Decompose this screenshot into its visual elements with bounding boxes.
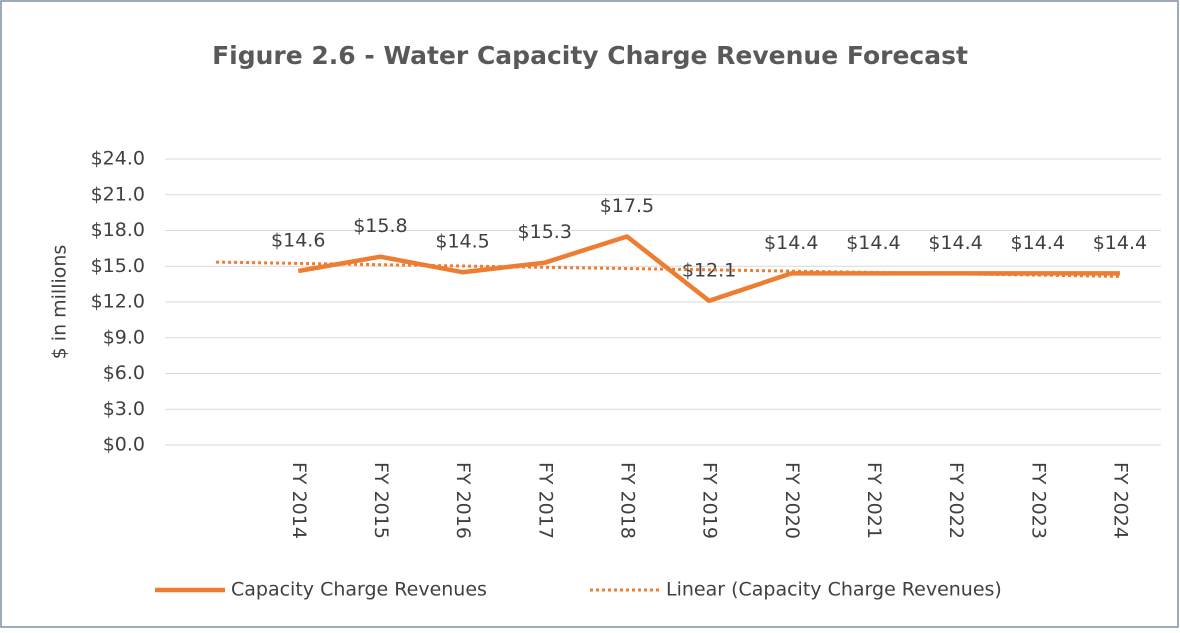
- x-tick-label: FY 2024: [1109, 462, 1131, 539]
- data-label: $14.5: [435, 231, 489, 253]
- data-label: $14.4: [764, 232, 818, 254]
- legend-label: Linear (Capacity Charge Revenues): [666, 579, 1002, 601]
- data-label: $14.4: [846, 232, 900, 254]
- y-tick-label: $9.0: [103, 326, 145, 348]
- trend-line: [216, 260, 1120, 278]
- x-tick-label: FY 2021: [863, 462, 885, 539]
- series-line: [297, 234, 1120, 304]
- y-tick-label: $3.0: [103, 398, 145, 420]
- y-tick-label: $18.0: [91, 219, 145, 241]
- y-tick-label: $12.0: [91, 291, 145, 313]
- x-tick-label: FY 2016: [452, 462, 474, 539]
- data-label: $15.3: [518, 221, 572, 243]
- data-label: $15.8: [353, 215, 407, 237]
- data-label: $14.4: [1011, 232, 1065, 254]
- x-tick-label: FY 2020: [781, 462, 803, 539]
- y-axis-title: $ in millions: [49, 245, 71, 360]
- y-tick-label: $21.0: [91, 183, 145, 205]
- y-tick-label: $0.0: [103, 434, 145, 456]
- data-label: $14.4: [928, 232, 982, 254]
- x-tick-label: FY 2015: [370, 462, 392, 539]
- x-tick-label: FY 2017: [534, 462, 556, 539]
- legend-label: Capacity Charge Revenues: [231, 579, 487, 601]
- x-tick-label: FY 2023: [1027, 462, 1049, 539]
- chart-title: Figure 2.6 - Water Capacity Charge Reven…: [212, 41, 968, 70]
- x-tick-label: FY 2022: [945, 462, 967, 539]
- x-tick-label: FY 2018: [616, 462, 638, 539]
- x-tick-label: FY 2014: [288, 462, 310, 539]
- x-tick-label: FY 2019: [699, 462, 721, 539]
- y-tick-label: $6.0: [103, 362, 145, 384]
- data-label: $14.6: [271, 230, 325, 252]
- y-tick-label: $15.0: [91, 255, 145, 277]
- data-label: $17.5: [600, 195, 654, 217]
- data-label: $14.4: [1093, 232, 1147, 254]
- y-tick-label: $24.0: [91, 148, 145, 170]
